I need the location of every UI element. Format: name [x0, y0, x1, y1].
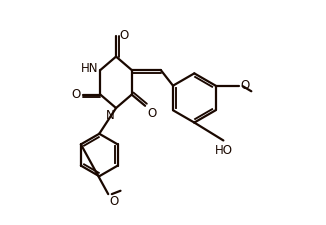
Text: O: O: [240, 79, 249, 92]
Text: O: O: [119, 29, 129, 42]
Text: O: O: [147, 107, 156, 120]
Text: HN: HN: [81, 62, 98, 75]
Text: HO: HO: [215, 144, 232, 157]
Text: O: O: [71, 88, 80, 101]
Text: O: O: [109, 195, 119, 208]
Text: N: N: [106, 109, 115, 122]
